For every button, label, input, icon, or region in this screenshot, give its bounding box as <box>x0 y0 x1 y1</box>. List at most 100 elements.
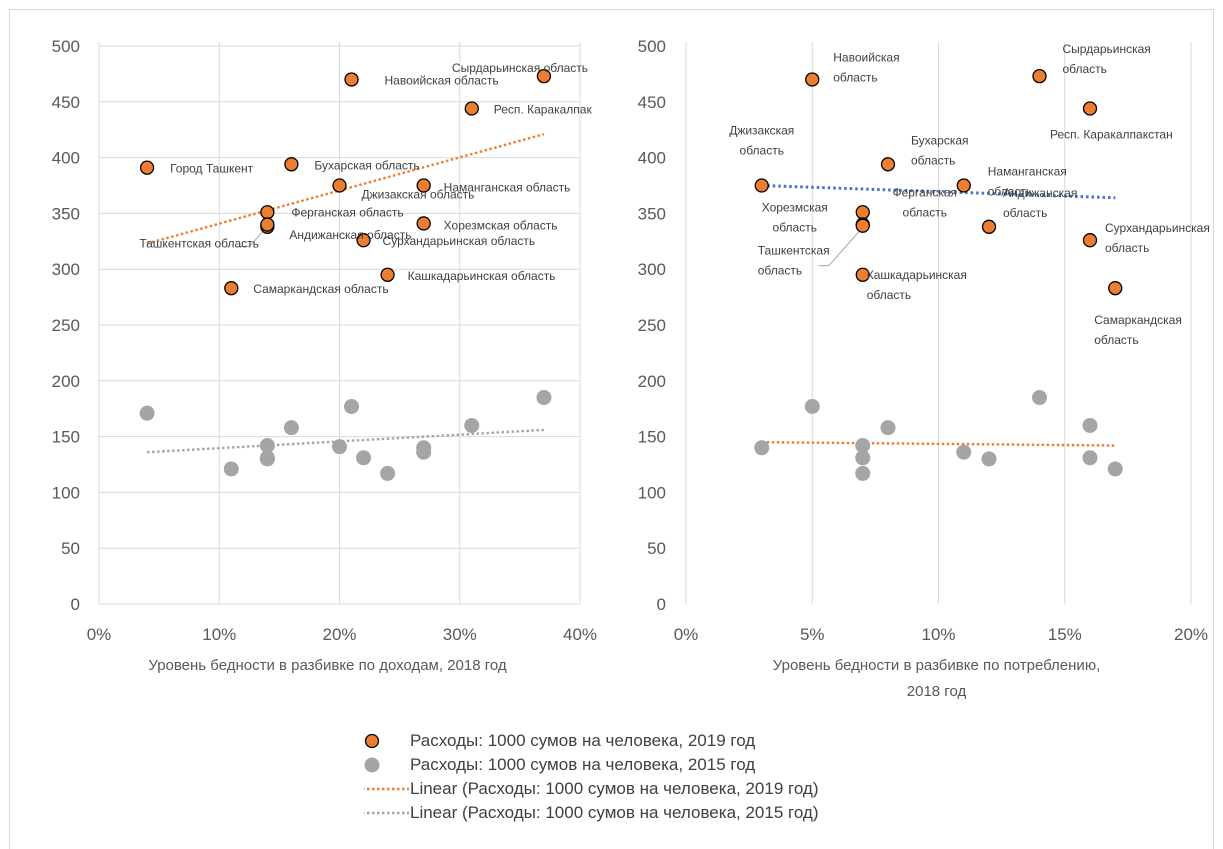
x-tick-label: 0% <box>674 625 699 644</box>
point-label: Сырдарьинская область <box>452 61 588 75</box>
point-2015 <box>380 465 396 481</box>
point-2019 <box>981 219 997 234</box>
point-2019 <box>356 233 371 248</box>
y-tick-label: 50 <box>647 539 666 558</box>
y-tick-label: 400 <box>638 149 666 168</box>
legend-label-trend-2015: Linear (Расходы: 1000 сумов на человека,… <box>410 803 819 822</box>
point-label: Кашкадарьинская область <box>867 268 967 302</box>
legend-entry-trend-2019: Linear (Расходы: 1000 сумов на человека,… <box>364 777 1064 801</box>
point-2019 <box>536 68 552 84</box>
x-tick-label: 10% <box>202 625 236 644</box>
point-2019 <box>344 72 359 87</box>
x-tick-label: 20% <box>322 625 356 644</box>
x-tick-label: 40% <box>563 625 597 644</box>
point-2015 <box>259 438 275 454</box>
point-label: Кашкадарьинская область <box>408 269 556 283</box>
y-tick-label: 200 <box>52 372 80 391</box>
legend: Расходы: 1000 сумов на человека, 2019 го… <box>364 729 1064 825</box>
point-2015 <box>536 390 552 406</box>
y-tick-label: 100 <box>52 483 80 502</box>
point-2019 <box>855 267 870 282</box>
point-2015 <box>1107 461 1123 477</box>
legend-label-2015: Расходы: 1000 сумов на человека, 2015 го… <box>410 755 756 774</box>
y-tick-label: 100 <box>638 483 666 502</box>
legend-label-trend-2019: Linear (Расходы: 1000 сумов на человека,… <box>410 779 819 798</box>
point-2019 <box>805 72 820 87</box>
x-axis-label: Уровень бедности в разбивке по доходам, … <box>148 657 507 674</box>
y-tick-label: 200 <box>638 372 666 391</box>
point-label: Хорезмская область <box>444 218 558 232</box>
point-2015 <box>880 420 896 436</box>
point-label: Сурхандарьинская область <box>1105 221 1210 255</box>
y-tick-label: 250 <box>638 316 666 335</box>
y-tick-label: 150 <box>638 428 666 447</box>
point-2015 <box>259 450 275 466</box>
point-2015 <box>804 398 820 414</box>
y-tick-label: 300 <box>52 260 80 279</box>
point-2015 <box>1082 450 1098 466</box>
y-tick-label: 450 <box>52 93 80 112</box>
point-2019 <box>139 160 155 175</box>
point-label: Ташкентская область <box>139 237 259 251</box>
point-2019 <box>332 178 347 193</box>
y-tick-label: 350 <box>638 204 666 223</box>
point-2019 <box>1082 233 1098 248</box>
point-2019 <box>855 205 870 220</box>
point-label: Респ. Каракалпак <box>494 102 593 116</box>
point-2015 <box>356 450 372 466</box>
point-2019 <box>1032 68 1047 84</box>
x-tick-label: 0% <box>87 625 112 644</box>
y-tick-label: 250 <box>52 316 80 335</box>
point-2019 <box>1108 281 1123 296</box>
legend-label-2019: Расходы: 1000 сумов на человека, 2019 го… <box>410 731 756 750</box>
x-tick-label: 30% <box>443 625 477 644</box>
point-2015 <box>416 444 432 460</box>
point-2015 <box>981 451 997 467</box>
point-label: Город Ташкент <box>170 162 254 176</box>
point-2015 <box>956 444 972 460</box>
point-2019 <box>260 217 275 232</box>
point-2015 <box>332 439 347 455</box>
legend-trend-2015-icon <box>364 811 409 815</box>
point-2015 <box>139 405 155 421</box>
x-tick-label: 15% <box>1048 625 1082 644</box>
legend-entry-trend-2015: Linear (Расходы: 1000 сумов на человека,… <box>364 801 1064 825</box>
trendline-1 <box>761 440 1116 447</box>
point-2015 <box>855 465 871 481</box>
point-2015 <box>754 440 770 456</box>
y-tick-label: 500 <box>638 37 666 56</box>
point-2015 <box>283 420 299 436</box>
point-label: Респ. Каракалпакстан <box>1050 127 1173 141</box>
point-label: Хорезмская область <box>762 201 828 235</box>
point-2019 <box>260 205 275 220</box>
point-2019 <box>855 218 870 233</box>
trendline-1 <box>147 428 544 454</box>
point-2019 <box>380 267 395 282</box>
legend-entry-2019: Расходы: 1000 сумов на человека, 2019 го… <box>364 729 1064 753</box>
y-tick-label: 50 <box>61 539 80 558</box>
point-label: Самаркандская область <box>253 282 388 296</box>
x-tick-label: 20% <box>1174 625 1208 644</box>
point-2015 <box>1082 417 1098 433</box>
x-tick-label: 5% <box>800 625 825 644</box>
point-label: Андижанская область <box>1003 186 1077 220</box>
trendline-0 <box>761 184 1116 200</box>
y-tick-label: 0 <box>657 595 666 614</box>
legend-trend-2019-icon <box>364 787 409 791</box>
point-label: Джизакская область <box>362 188 475 202</box>
y-tick-label: 500 <box>52 37 80 56</box>
point-label: Бухарская область <box>314 158 419 172</box>
point-2015 <box>344 398 360 414</box>
point-2019 <box>416 178 431 193</box>
point-2019 <box>416 216 431 231</box>
point-2015 <box>855 438 871 454</box>
label-leader-line <box>237 228 266 248</box>
legend-entry-2015: Расходы: 1000 сумов на человека, 2015 го… <box>364 753 1064 777</box>
y-tick-label: 350 <box>52 204 80 223</box>
y-tick-label: 0 <box>71 595 80 614</box>
point-2019 <box>1082 101 1098 116</box>
point-2019 <box>880 157 896 172</box>
point-label: Навоийская область <box>833 50 899 84</box>
point-2019 <box>956 178 971 193</box>
